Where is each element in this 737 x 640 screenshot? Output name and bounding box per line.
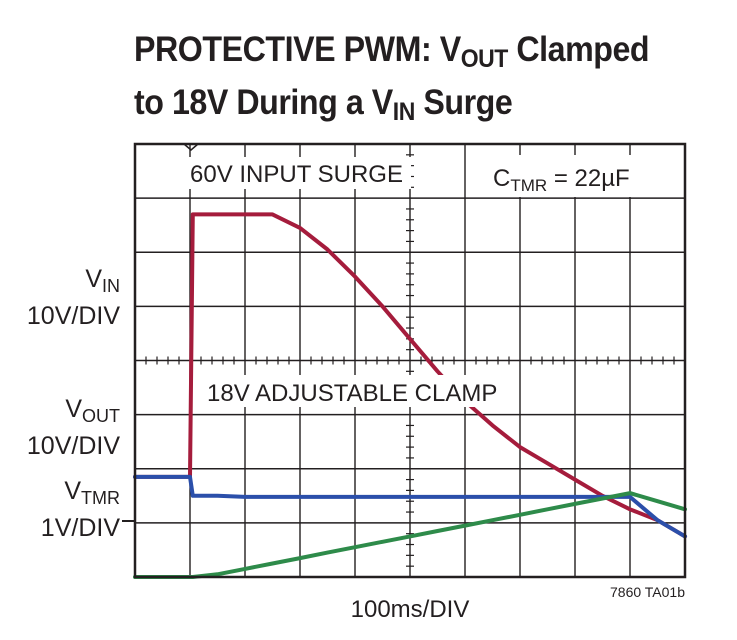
vout-channel-label: VOUT 10V/DIV [26,395,120,460]
trace-vout [133,474,687,539]
title-line-1: PROTECTIVE PWM: VOUT Clamped [134,30,650,73]
annotation-ctmr: CTMR = 22µF [478,155,668,197]
plot-frame [133,142,687,579]
annotation-clamp: 18V ADJUSTABLE CLAMP [200,375,510,407]
vtmr-channel-label: VTMR 1V/DIV [40,477,120,542]
figure-id: 7860 TA01b [610,584,685,600]
vin-channel-label: VIN 10V/DIV [26,265,120,330]
input-surge-label: 60V INPUT SURGE [190,161,403,188]
chart-title: PROTECTIVE PWM: VOUT Clamped to 18V Duri… [134,28,686,134]
trigger-marker [183,143,199,151]
title-line-2: to 18V During a VIN Surge [134,83,513,126]
x-scale-label: 100ms/DIV [350,596,470,623]
clamp-label: 18V ADJUSTABLE CLAMP [207,380,497,407]
ctmr-label: CTMR = 22µF [493,165,630,195]
annotation-input-surge: 60V INPUT SURGE [183,157,411,189]
trace-vin [133,212,687,539]
